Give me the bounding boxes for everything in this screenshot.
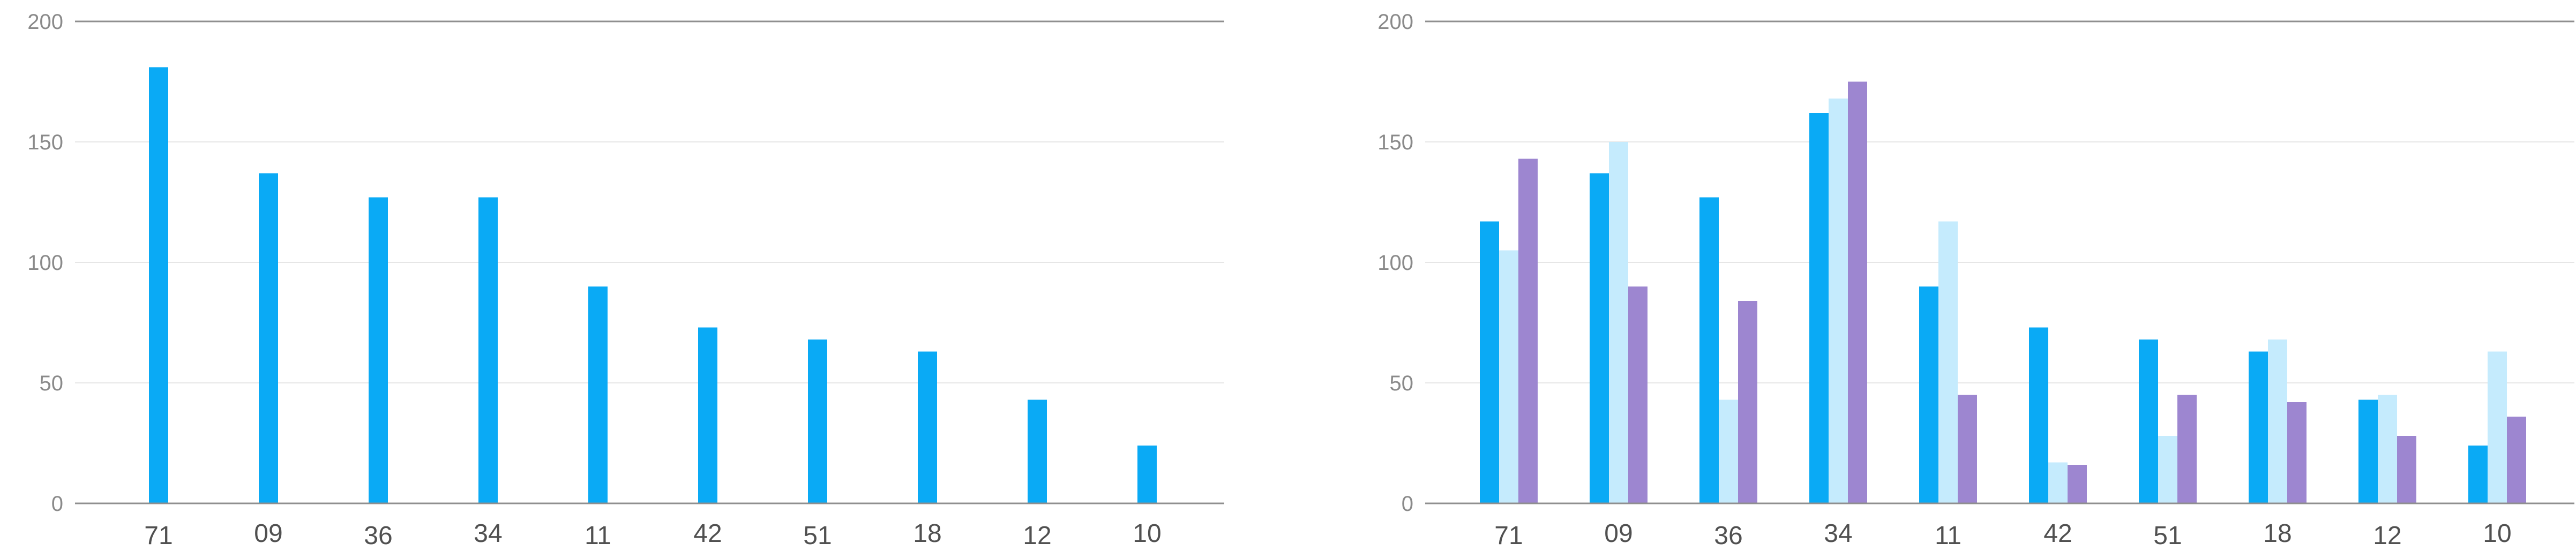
x-tick-label: 34 <box>1824 519 1852 548</box>
bar-12-series-1 <box>1028 399 1047 503</box>
bar-36-series-1 <box>369 197 388 503</box>
x-tick-label: 36 <box>364 522 392 550</box>
bar-09-series-1 <box>259 173 278 503</box>
x-tick-label: 36 <box>1714 522 1742 550</box>
bar-12-series-3 <box>2397 436 2416 503</box>
bar-42-series-1 <box>698 327 717 503</box>
y-tick-label: 0 <box>1402 492 1413 516</box>
bar-36-series-2 <box>1719 399 1738 503</box>
bar-36-series-3 <box>1738 301 1757 503</box>
bar-34-series-2 <box>1829 99 1848 503</box>
y-tick-label: 100 <box>1377 251 1413 275</box>
bar-34-series-1 <box>478 197 498 503</box>
x-tick-label: 11 <box>1935 522 1961 550</box>
bar-09-series-1 <box>1590 173 1609 503</box>
x-tick-label: 18 <box>2263 519 2292 548</box>
y-tick-label: 200 <box>1377 10 1413 34</box>
bar-18-series-1 <box>918 351 937 503</box>
y-tick-label: 50 <box>40 372 64 395</box>
bar-18-series-3 <box>2287 402 2307 503</box>
bar-12-series-1 <box>2358 399 2378 503</box>
bar-42-series-2 <box>2048 462 2068 503</box>
x-tick-label: 18 <box>913 519 941 548</box>
y-tick-label: 150 <box>1377 131 1413 154</box>
x-tick-label: 42 <box>2043 519 2072 548</box>
x-tick-label: 12 <box>2373 522 2401 550</box>
bar-51-series-3 <box>2177 395 2197 503</box>
single-series-bar-chart: 0 50 100 150 200 71 09 36 34 11 42 51 18 12 10 <box>27 10 1224 550</box>
bar-71-series-3 <box>1518 159 1538 503</box>
bar-71-series-1 <box>149 67 168 503</box>
bar-34-series-3 <box>1848 81 1867 503</box>
y-tick-label: 100 <box>27 251 63 275</box>
bar-71-series-2 <box>1499 250 1518 503</box>
x-tick-label: 71 <box>1494 522 1523 550</box>
bar-51-series-1 <box>808 340 827 503</box>
bar-12-series-2 <box>2378 395 2397 503</box>
x-tick-label: 12 <box>1023 522 1051 550</box>
grouped-bar-chart: 0 50 100 150 200 71 09 36 34 11 42 51 18 12 10 <box>1377 10 2574 550</box>
bar-51-series-2 <box>2158 436 2177 503</box>
bar-09-series-3 <box>1628 286 1648 503</box>
y-tick-label: 150 <box>27 131 63 154</box>
y-tick-label: 200 <box>27 10 63 34</box>
bar-10-series-2 <box>2488 351 2507 503</box>
bar-71-series-1 <box>1480 221 1499 503</box>
bar-18-series-1 <box>2249 351 2268 503</box>
x-tick-label: 10 <box>1133 519 1161 548</box>
bar-10-series-3 <box>2507 417 2526 503</box>
bar-51-series-1 <box>2139 340 2158 503</box>
x-tick-label: 11 <box>585 522 611 550</box>
bar-11-series-2 <box>1938 221 1958 503</box>
bar-18-series-2 <box>2268 340 2287 503</box>
x-tick-label: 51 <box>803 522 832 550</box>
x-tick-label: 09 <box>254 519 282 548</box>
bar-11-series-1 <box>588 286 608 503</box>
x-tick-label: 34 <box>474 519 502 548</box>
bar-11-series-3 <box>1958 395 1977 503</box>
bar-42-series-1 <box>2029 327 2048 503</box>
y-tick-label: 0 <box>51 492 63 516</box>
x-tick-label: 71 <box>144 522 173 550</box>
bar-09-series-2 <box>1609 142 1628 503</box>
x-tick-label: 42 <box>693 519 722 548</box>
bar-10-series-1 <box>2468 446 2488 503</box>
bar-36-series-1 <box>1699 197 1719 503</box>
y-tick-label: 50 <box>1390 372 1414 395</box>
bar-34-series-1 <box>1809 113 1829 503</box>
bar-11-series-1 <box>1919 286 1938 503</box>
bar-10-series-1 <box>1137 446 1157 503</box>
x-tick-label: 51 <box>2153 522 2182 550</box>
x-tick-label: 10 <box>2483 519 2511 548</box>
bar-42-series-3 <box>2068 465 2087 503</box>
x-tick-label: 09 <box>1604 519 1633 548</box>
